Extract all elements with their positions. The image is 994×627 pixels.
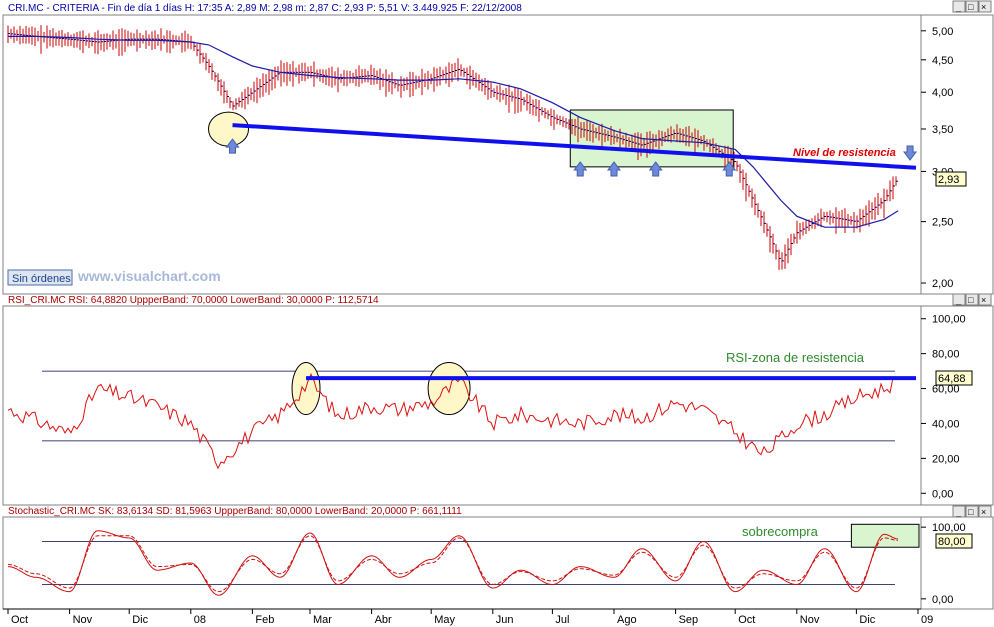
- price-series: [7, 25, 899, 270]
- up-arrow-icon: [722, 161, 737, 177]
- rsi-ytick-label: 40,00: [932, 418, 960, 430]
- rsi-ytick-label: 100,00: [932, 314, 966, 326]
- price-axis-frame: [920, 14, 994, 295]
- price-overlays: [208, 109, 734, 168]
- stoch-maximize-icon: □: [968, 507, 974, 517]
- x-tick-label: Dic: [859, 614, 875, 626]
- up-arrow-icon: [606, 161, 621, 177]
- rsi-close-button[interactable]: [978, 293, 992, 306]
- rsi-annotation: RSI-zona de resistencia: [726, 350, 865, 365]
- price-value-tag: 2,93: [935, 171, 967, 187]
- rsi-value-tag: 64,88: [935, 370, 973, 386]
- price-ytick-label: 4,50: [932, 55, 953, 67]
- x-tick-label: Jul: [555, 614, 569, 626]
- minimize-icon: _: [955, 2, 962, 12]
- stoch-overlays: [42, 523, 920, 585]
- up-arrow-icon: [648, 161, 663, 177]
- up-arrow-icon: [225, 138, 240, 154]
- x-tick-label: Ago: [617, 614, 637, 626]
- price-value-box: [935, 171, 967, 187]
- stoch-close-button[interactable]: [978, 505, 992, 518]
- price-panel-frame: [2, 14, 922, 295]
- rsi-line: [7, 372, 897, 470]
- price-ytick-label: 5,00: [932, 26, 953, 38]
- rsi-ytick-label: 60,00: [932, 384, 960, 396]
- x-axis: Oct Nov Dic 08 Feb Mar Abr May Jun Jul Ago Sep Oct No…: [7, 609, 933, 626]
- x-tick-label: Sep: [679, 614, 699, 626]
- close-icon: ×: [981, 2, 986, 12]
- stoch-ytick-label: 0,00: [932, 594, 953, 606]
- stoch-series: [7, 530, 899, 596]
- price-ytick-label: 2,00: [932, 278, 953, 290]
- x-tick-label: May: [434, 614, 455, 626]
- stoch-value-tag: 80,00: [935, 533, 973, 549]
- price-header: CRI.MC - CRITERIA - Fin de día 1 días H:…: [8, 3, 522, 14]
- maximize-button[interactable]: [965, 0, 979, 13]
- down-arrow-icon: [903, 145, 918, 161]
- x-tick-label: Feb: [255, 614, 274, 626]
- x-tick-label: Mar: [313, 614, 332, 626]
- rsi-y-axis: 100,00 80,00 60,00 40,00 20,00 0,00: [921, 314, 966, 500]
- x-tick-label: Abr: [375, 614, 392, 626]
- x-tick-label: Nov: [800, 614, 820, 626]
- rsi-minimize-button[interactable]: [952, 293, 966, 306]
- x-tick-label: Dic: [132, 614, 148, 626]
- price-ytick-label: 2,50: [932, 217, 953, 229]
- stoch-close-icon: ×: [981, 507, 986, 517]
- x-tick-label: 09: [921, 614, 933, 626]
- close-button[interactable]: [978, 0, 992, 13]
- x-tick-label: Oct: [11, 614, 28, 626]
- stoch-value-label: 80,00: [938, 536, 966, 548]
- window-buttons: _ □ × _ □ × _ □ ×: [952, 0, 992, 518]
- up-arrow-icon: [573, 161, 588, 177]
- rsi-value-box: [935, 370, 973, 386]
- price-header-bar: [4, 1, 949, 14]
- rsi-resistance-circle: [427, 362, 471, 416]
- resistance-zone-box: [569, 109, 734, 168]
- status-label: Sin órdenes: [12, 273, 71, 285]
- rsi-ytick-label: 0,00: [932, 488, 953, 500]
- rsi-axis-frame: [920, 305, 994, 506]
- price-annotations: [225, 123, 918, 177]
- rsi-maximize-button[interactable]: [965, 293, 979, 306]
- maximize-icon: □: [968, 2, 974, 12]
- rsi-header: RSI_CRI.MC RSI: 64,8820 UppperBand: 70,0…: [8, 295, 379, 306]
- rsi-series: [7, 372, 897, 470]
- x-tick-label: Jun: [496, 614, 514, 626]
- x-tick-label: 08: [194, 614, 206, 626]
- stoch-maximize-button[interactable]: [965, 505, 979, 518]
- stoch-header: Stochastic_CRI.MC SK: 83,6134 SD: 81,596…: [8, 506, 462, 517]
- price-ytick-label: 4,00: [932, 87, 953, 99]
- stoch-axis-frame: [920, 516, 994, 610]
- x-tick-label: Oct: [738, 614, 755, 626]
- price-ytick-label: 3,50: [932, 124, 953, 136]
- rsi-ytick-label: 80,00: [932, 349, 960, 361]
- rsi-value-label: 64,88: [938, 373, 966, 385]
- rsi-minimize-icon: _: [955, 295, 962, 305]
- minimize-button[interactable]: [952, 0, 966, 13]
- stoch-ytick-label: 100,00: [932, 522, 966, 534]
- stoch-sd-line: [7, 535, 899, 593]
- stoch-value-box: [935, 533, 973, 549]
- watermark: www.visualchart.com: [77, 268, 221, 284]
- support-trendline: [232, 123, 917, 170]
- price-low-circle: [208, 111, 250, 147]
- overbought-box: [850, 523, 920, 548]
- stoch-annotation: sobrecompra: [742, 524, 819, 539]
- resistance-annotation: Nivel de resistencia: [793, 147, 896, 159]
- status-box[interactable]: [7, 269, 73, 286]
- rsi-maximize-icon: □: [968, 295, 974, 305]
- stoch-panel-frame: [2, 516, 922, 610]
- price-value-label: 2,93: [938, 174, 959, 186]
- x-tick-label: Nov: [73, 614, 93, 626]
- stoch-minimize-icon: _: [955, 507, 962, 517]
- rsi-close-icon: ×: [981, 295, 986, 305]
- stoch-y-axis: 100,00 0,00: [921, 522, 966, 606]
- rsi-ytick-label: 20,00: [932, 453, 960, 465]
- moving-average-line: [8, 35, 899, 228]
- stoch-minimize-button[interactable]: [952, 505, 966, 518]
